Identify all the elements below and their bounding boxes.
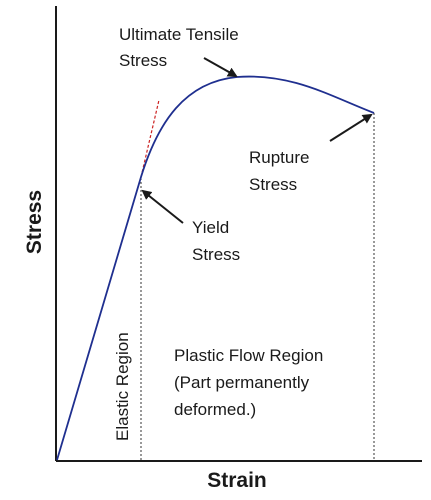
yield-stress-label: Yield Stress xyxy=(192,218,240,264)
x-axis-title: Strain xyxy=(207,469,267,492)
stress-strain-curve xyxy=(56,75,375,461)
yield-stress-label-line1: Yield xyxy=(192,218,229,237)
rupture-stress-arrow xyxy=(329,113,373,142)
rupture-stress-label-line1: Rupture xyxy=(249,148,309,167)
elastic-region-label: Elastic Region xyxy=(113,332,132,441)
ultimate-stress-arrow xyxy=(203,57,238,77)
elastic-extension-line xyxy=(140,99,160,178)
y-axis-title: Stress xyxy=(23,190,46,254)
plastic-region-label-line1: Plastic Flow Region xyxy=(174,346,323,365)
rupture-stress-label: Rupture Stress xyxy=(249,148,314,194)
ultimate-stress-label-line1: Ultimate Tensile xyxy=(119,25,239,44)
plastic-region-label: Plastic Flow Region (Part permanently de… xyxy=(174,346,328,419)
plastic-region-label-line3: deformed.) xyxy=(174,400,256,419)
ultimate-stress-label: Ultimate Tensile Stress xyxy=(119,25,243,70)
plastic-region-label-line2: (Part permanently xyxy=(174,373,310,392)
yield-stress-label-line2: Stress xyxy=(192,245,240,264)
yield-stress-arrow xyxy=(141,189,184,224)
rupture-stress-label-line2: Stress xyxy=(249,175,297,194)
ultimate-stress-label-line2: Stress xyxy=(119,51,167,70)
